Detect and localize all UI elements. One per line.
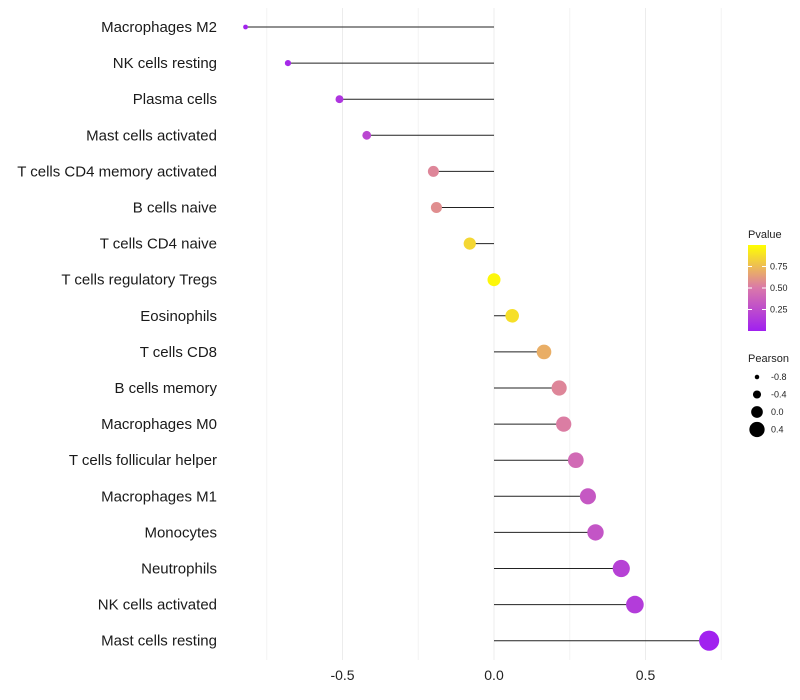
category-label: Macrophages M1	[101, 488, 217, 505]
category-label: T cells CD4 naive	[100, 236, 217, 253]
pvalue-legend-title: Pvalue	[748, 229, 782, 241]
pearson-legend-label: -0.8	[771, 372, 787, 382]
category-label: B cells memory	[114, 380, 217, 397]
x-tick-label: 0.5	[636, 667, 656, 683]
pvalue-legend-label: 0.25	[770, 305, 788, 315]
category-labels: Macrophages M2 NK cells resting Plasma cel…	[17, 19, 217, 650]
category-label: Mast cells activated	[86, 127, 217, 144]
data-point	[567, 452, 584, 469]
data-point	[551, 380, 567, 396]
pvalue-legend-label: 0.50	[770, 283, 788, 293]
grid-lines	[266, 8, 722, 660]
category-label: T cells regulatory Tregs	[61, 272, 217, 289]
pearson-legend-label: -0.4	[771, 390, 787, 400]
size-legend-key	[751, 406, 763, 418]
category-label: NK cells activated	[98, 597, 217, 614]
data-point	[487, 273, 501, 287]
x-tick-label: 0.0	[484, 667, 504, 683]
data-point	[430, 201, 442, 214]
lollipop-stems	[245, 26, 710, 642]
category-label: Plasma cells	[133, 91, 217, 108]
category-label: Neutrophils	[141, 561, 217, 578]
data-point	[536, 344, 552, 360]
data-point	[626, 595, 644, 614]
category-label: Monocytes	[144, 524, 217, 541]
data-point	[463, 237, 476, 250]
data-point	[243, 24, 248, 30]
data-point	[579, 488, 596, 505]
pearson-legend-title: Pearson	[748, 353, 789, 365]
pvalue-legend: Pvalue 0.75 0.50 0.25	[748, 229, 788, 331]
category-label: NK cells resting	[113, 55, 217, 72]
category-label: Macrophages M0	[101, 416, 217, 433]
data-point	[505, 309, 519, 323]
pvalue-colorbar	[748, 245, 766, 331]
x-axis-ticks: -0.5 0.0 0.5	[330, 667, 655, 683]
category-label: Mast cells resting	[101, 633, 217, 650]
data-point	[284, 60, 292, 67]
data-point	[699, 630, 720, 651]
data-point	[335, 95, 344, 104]
legend: Pvalue 0.75 0.50 0.25 Pearson -0.8 -0.4 0.0 0.4	[748, 229, 789, 438]
pvalue-legend-label: 0.75	[770, 262, 788, 272]
size-legend-key	[752, 390, 762, 399]
data-point	[427, 165, 439, 177]
category-label: Eosinophils	[140, 308, 217, 325]
x-tick-label: -0.5	[330, 667, 354, 683]
size-legend-key	[749, 421, 765, 438]
category-label: B cells naive	[133, 200, 217, 217]
category-label: T cells CD4 memory activated	[17, 163, 217, 180]
data-point	[556, 416, 572, 432]
category-label: Macrophages M2	[101, 19, 217, 36]
pearson-legend-label: 0.0	[771, 407, 784, 417]
size-legend-key	[754, 374, 760, 380]
data-point	[362, 130, 372, 140]
data-point	[612, 559, 630, 578]
data-points	[243, 24, 720, 651]
pearson-legend-label: 0.4	[771, 425, 784, 435]
category-label: T cells follicular helper	[69, 452, 217, 469]
pearson-legend: Pearson -0.8 -0.4 0.0 0.4	[748, 353, 789, 438]
category-label: T cells CD8	[140, 344, 217, 361]
data-point	[587, 524, 604, 541]
